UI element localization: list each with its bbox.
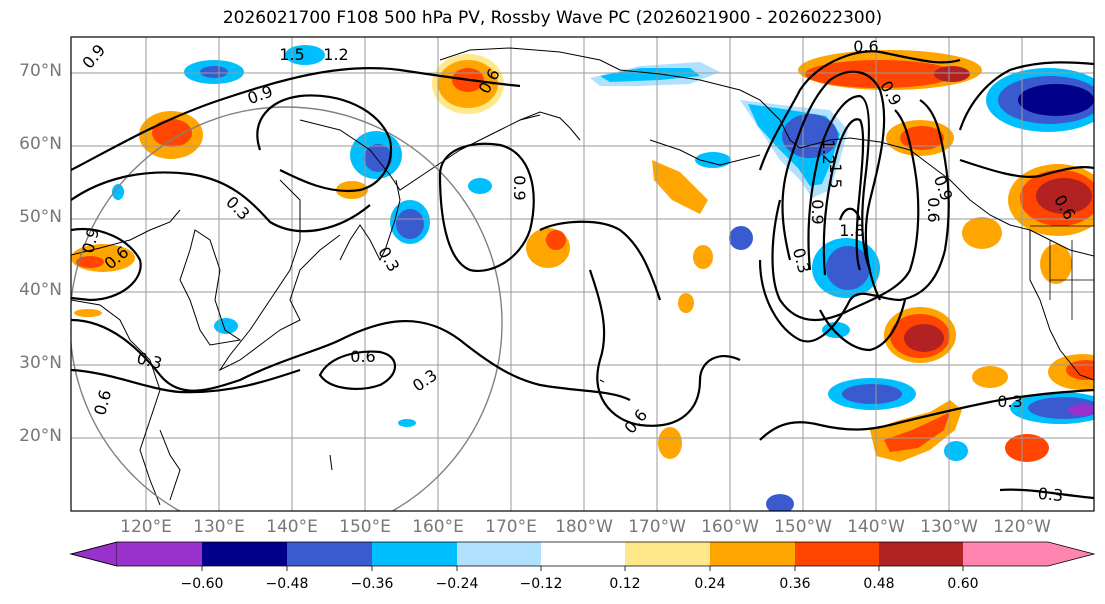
colorbar-segment: [795, 542, 879, 566]
lon-label: 130°W: [920, 517, 978, 537]
negative-anomaly-blob: [822, 322, 850, 338]
contour-label: 0.9: [510, 175, 529, 200]
lat-label: 50°N: [19, 207, 62, 227]
positive-anomaly-blob: [432, 54, 504, 114]
positive-anomaly-blob: [652, 160, 708, 214]
negative-anomaly-blob: [468, 178, 492, 194]
lon-label: 180°W: [555, 517, 613, 537]
negative-anomaly-blob: [390, 200, 430, 244]
lat-label: 20°N: [19, 426, 62, 446]
coastlines: [71, 47, 1094, 506]
positive-anomaly-blob: [693, 245, 713, 269]
negative-anomaly-blob: [214, 318, 238, 334]
colorbar-segment: [625, 542, 710, 566]
contour-label: 1.8: [839, 221, 864, 240]
positive-anomaly-blob: [658, 427, 682, 459]
negative-anomaly-blob: [828, 378, 916, 410]
pv-contours: [71, 50, 1094, 500]
contour-label: 1.2: [323, 45, 348, 64]
colorbar-tick-label: 0.36: [779, 576, 811, 592]
colorbar-segment: [879, 542, 963, 566]
negative-anomaly-blob: [398, 419, 416, 427]
colorbar-segment: [457, 542, 541, 566]
lon-label: 150°W: [774, 517, 832, 537]
contour-label: 0.3: [997, 392, 1022, 411]
positive-anomaly-blob: [1008, 164, 1094, 236]
lon-label: 120°E: [120, 517, 172, 537]
positive-anomaly-blob: [678, 293, 694, 313]
negative-anomaly-blob: [350, 131, 402, 179]
colorbar-segment: [202, 542, 287, 566]
lat-label: 40°N: [19, 280, 62, 300]
map-title: 2026021700 F108 500 hPa PV, Rossby Wave …: [222, 8, 883, 28]
lon-label: 150°E: [339, 517, 391, 537]
positive-anomaly-blob: [74, 309, 102, 317]
colorbar-segment: [69, 541, 118, 567]
lon-label: 170°W: [628, 517, 686, 537]
positive-anomaly-blob: [884, 307, 956, 363]
colorbar-segment: [541, 542, 625, 566]
colorbar-tick-label: 0.60: [947, 576, 979, 592]
contour-label: 1.5: [826, 163, 845, 188]
negative-anomaly-blob: [1010, 392, 1094, 424]
colorbar-segment: [287, 542, 372, 566]
positive-anomaly-blob: [962, 217, 1002, 249]
colorbar-segment: [117, 542, 202, 566]
positive-anomaly-blob: [870, 400, 962, 462]
contour-label: 0.6: [350, 347, 375, 366]
lon-label: 160°W: [701, 517, 759, 537]
colorbar: [69, 541, 1096, 571]
anomaly-shading: [71, 45, 1094, 511]
colorbar-tick-label: −0.24: [435, 576, 479, 592]
contour-label: 1.5: [279, 45, 304, 64]
negative-anomaly-blob: [986, 68, 1094, 132]
negative-anomaly-blob: [285, 45, 325, 65]
lon-label: 120°W: [993, 517, 1051, 537]
colorbar-tick-label: −0.48: [265, 576, 309, 592]
colorbar-segment: [1048, 542, 1094, 566]
contour-label: 1.2: [819, 139, 838, 164]
colorbar-outline: [69, 541, 1096, 567]
contour-label: 0.3: [1037, 484, 1064, 505]
lat-label: 60°N: [19, 134, 62, 154]
reference-circle: [71, 106, 503, 511]
contour-label: 0.6: [924, 197, 943, 222]
positive-anomaly-blob: [526, 228, 570, 268]
negative-anomaly-blob: [812, 238, 880, 298]
graticule: [71, 37, 1094, 511]
positive-anomaly-blob: [139, 111, 203, 159]
colorbar-tick-label: −0.12: [519, 576, 563, 592]
contour-label: 0.9: [808, 199, 827, 224]
colorbar-tick-label: −0.36: [350, 576, 394, 592]
negative-anomaly-blob: [766, 494, 794, 511]
positive-anomaly-blob: [972, 366, 1008, 388]
colorbar-tick-label: 0.24: [694, 576, 726, 592]
negative-anomaly-blob: [729, 226, 753, 250]
negative-anomaly-blob: [112, 184, 124, 200]
colorbar-tick-label: 0.12: [609, 576, 641, 592]
lon-label: 130°E: [193, 517, 245, 537]
colorbar-segment: [963, 542, 1048, 566]
lon-label: 140°E: [266, 517, 318, 537]
positive-anomaly-blob: [1005, 434, 1049, 462]
lon-label: 160°E: [412, 517, 464, 537]
map-frame: [70, 36, 1095, 512]
lon-label: 140°W: [847, 517, 905, 537]
contour-label: 0.6: [853, 37, 878, 56]
colorbar-tick-label: −0.60: [180, 576, 224, 592]
colorbar-segment: [372, 542, 457, 566]
lat-label: 30°N: [19, 353, 62, 373]
positive-anomaly-blob: [1040, 244, 1072, 284]
colorbar-segment: [710, 542, 795, 566]
negative-anomaly-blob: [184, 60, 244, 84]
political-borders: [1030, 225, 1094, 320]
lat-label: 70°N: [19, 61, 62, 81]
positive-anomaly-blob: [798, 50, 982, 90]
lon-label: 170°E: [485, 517, 537, 537]
negative-anomaly-blob: [944, 441, 968, 461]
colorbar-tick-label: 0.48: [863, 576, 895, 592]
pv-contour-line: [71, 66, 521, 171]
